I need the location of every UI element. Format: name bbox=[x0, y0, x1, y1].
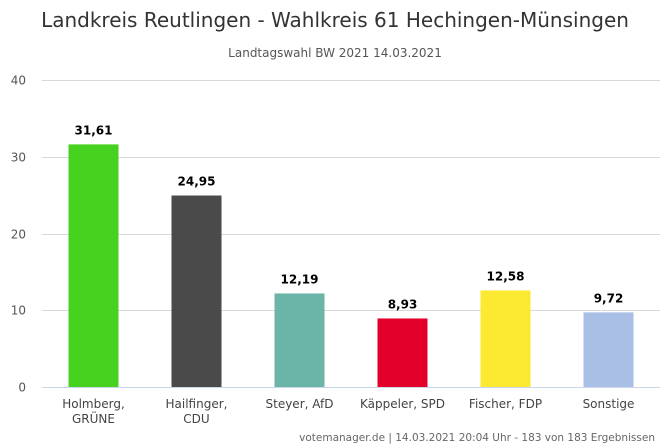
bars bbox=[68, 144, 634, 387]
y-tick-label: 0 bbox=[18, 381, 26, 395]
bar[interactable] bbox=[68, 144, 119, 387]
y-tick-label: 20 bbox=[11, 228, 26, 242]
bar[interactable] bbox=[377, 318, 428, 387]
x-tick-label: Fischer, FDP bbox=[469, 397, 542, 411]
data-label: 8,93 bbox=[388, 297, 418, 311]
data-label: 12,58 bbox=[487, 269, 525, 283]
y-tick-label: 40 bbox=[11, 74, 26, 88]
data-label: 9,72 bbox=[594, 291, 624, 305]
x-tick-label: Sonstige bbox=[583, 397, 635, 411]
chart-title: Landkreis Reutlingen - Wahlkreis 61 Hech… bbox=[41, 8, 629, 32]
credits[interactable]: votemanager.de | 14.03.2021 20:04 Uhr - … bbox=[299, 432, 655, 444]
y-tick-label: 10 bbox=[11, 304, 26, 318]
y-tick-label: 30 bbox=[11, 151, 26, 165]
x-tick-label: GRÜNE bbox=[72, 410, 115, 426]
x-tick-label: CDU bbox=[183, 412, 209, 426]
data-label: 24,95 bbox=[178, 175, 216, 189]
gridlines bbox=[42, 80, 660, 311]
bar[interactable] bbox=[274, 293, 325, 387]
bar[interactable] bbox=[171, 195, 222, 387]
bar[interactable] bbox=[583, 312, 634, 387]
x-axis-ticks: Holmberg,GRÜNE Hailfinger,CDU Steyer, AfD K… bbox=[62, 397, 634, 426]
bar[interactable] bbox=[480, 290, 531, 387]
x-tick-label: Holmberg, bbox=[62, 397, 125, 411]
x-tick-label: Käppeler, SPD bbox=[360, 397, 445, 411]
x-tick-label: Hailfinger, bbox=[166, 397, 228, 411]
data-label: 12,19 bbox=[281, 272, 319, 286]
data-labels: 31,61 24,95 12,19 8,93 12,58 9,72 bbox=[75, 123, 624, 311]
y-axis-ticks: 0 10 20 30 40 bbox=[11, 74, 26, 395]
data-label: 31,61 bbox=[75, 123, 113, 137]
x-tick-label: Steyer, AfD bbox=[266, 397, 334, 411]
chart-subtitle: Landtagswahl BW 2021 14.03.2021 bbox=[228, 46, 442, 60]
